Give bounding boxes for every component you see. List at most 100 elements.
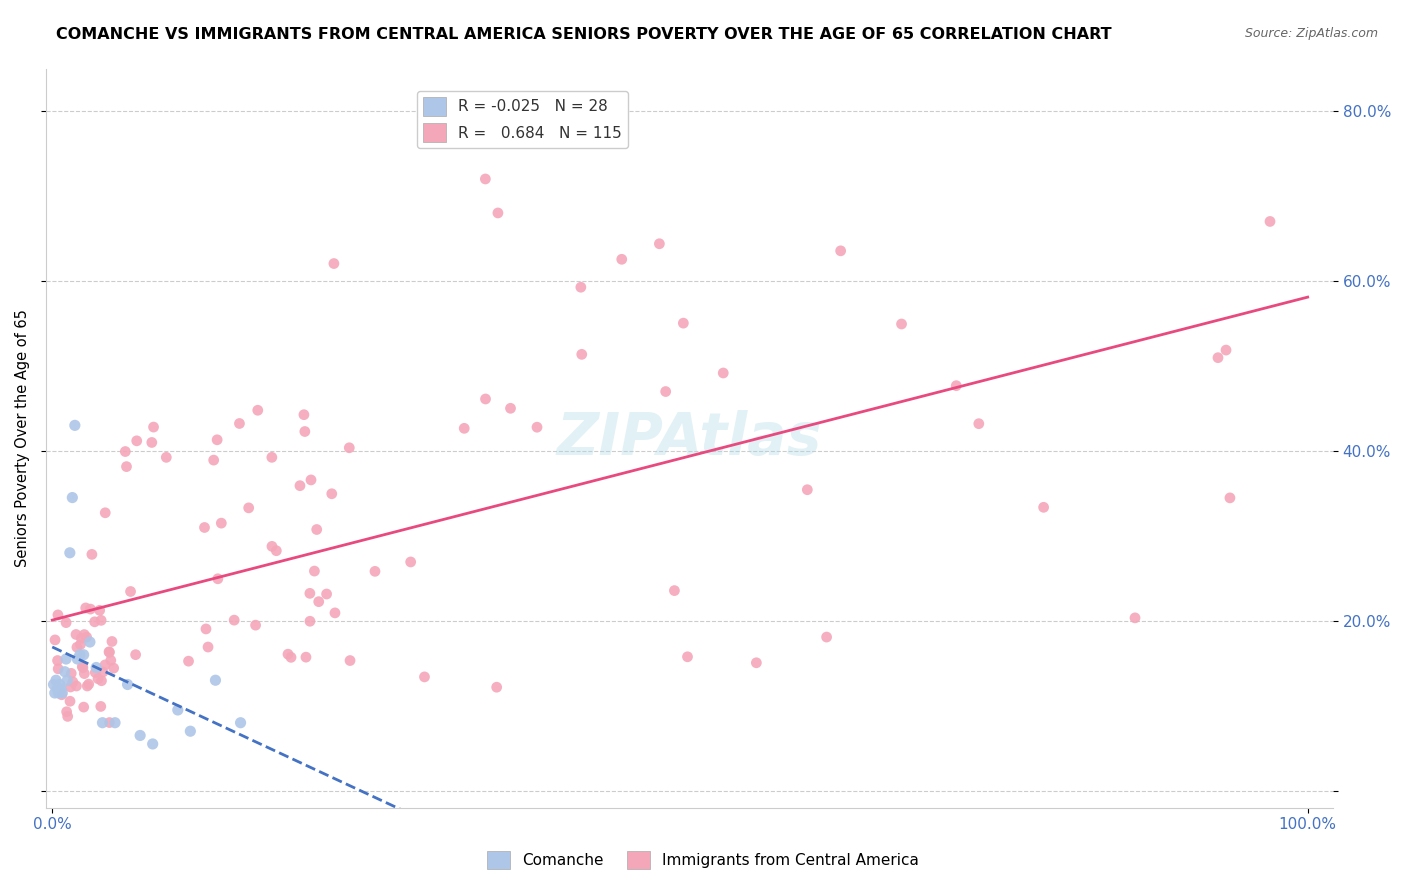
Point <box>339 654 361 668</box>
Point <box>51 686 73 700</box>
Point <box>890 317 912 331</box>
Point <box>155 450 177 465</box>
Point <box>46 607 69 622</box>
Point <box>77 677 100 691</box>
Point <box>56 673 79 688</box>
Point <box>84 660 107 674</box>
Point <box>474 392 496 406</box>
Point <box>246 403 269 417</box>
Point <box>55 705 77 719</box>
Point <box>195 622 218 636</box>
Point <box>65 679 87 693</box>
Point <box>1215 343 1237 357</box>
Point <box>485 680 508 694</box>
Point <box>1219 491 1241 505</box>
Point <box>796 483 818 497</box>
Point <box>66 640 89 655</box>
Point <box>399 555 422 569</box>
Point <box>91 715 114 730</box>
Point <box>648 236 671 251</box>
Point <box>205 433 228 447</box>
Point <box>1258 214 1281 228</box>
Point <box>166 703 188 717</box>
Point <box>65 627 87 641</box>
Point <box>98 715 121 730</box>
Point <box>114 444 136 458</box>
Point <box>142 420 165 434</box>
Point <box>73 700 96 714</box>
Point <box>79 635 101 649</box>
Point <box>59 546 82 560</box>
Point <box>193 520 215 534</box>
Point <box>266 543 288 558</box>
Point <box>142 737 165 751</box>
Point <box>945 378 967 392</box>
Point <box>60 666 83 681</box>
Point <box>288 478 311 492</box>
Point <box>115 459 138 474</box>
Point <box>46 681 69 696</box>
Point <box>73 666 96 681</box>
Point <box>305 523 328 537</box>
Point <box>413 670 436 684</box>
Point <box>711 366 734 380</box>
Point <box>90 613 112 627</box>
Point <box>179 724 201 739</box>
Point <box>298 614 321 628</box>
Point <box>76 630 98 644</box>
Point <box>51 688 73 702</box>
Point <box>79 602 101 616</box>
Point <box>44 686 66 700</box>
Point <box>53 665 76 679</box>
Point <box>73 627 96 641</box>
Point <box>49 677 72 691</box>
Point <box>202 453 225 467</box>
Point <box>104 715 127 730</box>
Point <box>49 681 72 696</box>
Point <box>453 421 475 435</box>
Point <box>277 647 299 661</box>
Point <box>70 632 93 646</box>
Point <box>224 613 246 627</box>
Point <box>62 674 84 689</box>
Point <box>141 435 163 450</box>
Point <box>245 618 267 632</box>
Y-axis label: Seniors Poverty Over the Age of 65: Seniors Poverty Over the Age of 65 <box>15 310 30 567</box>
Point <box>94 506 117 520</box>
Point <box>486 206 509 220</box>
Point <box>84 665 107 680</box>
Point <box>125 434 148 448</box>
Point <box>45 673 67 688</box>
Point <box>63 418 86 433</box>
Point <box>321 487 343 501</box>
Point <box>69 638 91 652</box>
Point <box>72 660 94 674</box>
Legend: Comanche, Immigrants from Central America: Comanche, Immigrants from Central Americ… <box>481 845 925 875</box>
Point <box>209 516 232 530</box>
Point <box>664 583 686 598</box>
Point <box>526 420 548 434</box>
Point <box>59 694 82 708</box>
Point <box>571 347 593 361</box>
Point <box>48 686 70 700</box>
Point <box>238 500 260 515</box>
Point <box>129 729 152 743</box>
Point <box>207 572 229 586</box>
Point <box>610 252 633 267</box>
Point <box>177 654 200 668</box>
Point <box>44 632 66 647</box>
Point <box>1206 351 1229 365</box>
Point <box>46 653 69 667</box>
Text: ZIPAtlas: ZIPAtlas <box>557 409 823 467</box>
Point <box>1032 500 1054 515</box>
Point <box>260 540 283 554</box>
Point <box>91 665 114 679</box>
Point <box>315 587 337 601</box>
Point <box>56 709 79 723</box>
Point <box>676 649 699 664</box>
Point <box>120 584 142 599</box>
Point <box>204 673 226 688</box>
Point <box>745 656 768 670</box>
Point <box>100 653 122 667</box>
Point <box>94 657 117 672</box>
